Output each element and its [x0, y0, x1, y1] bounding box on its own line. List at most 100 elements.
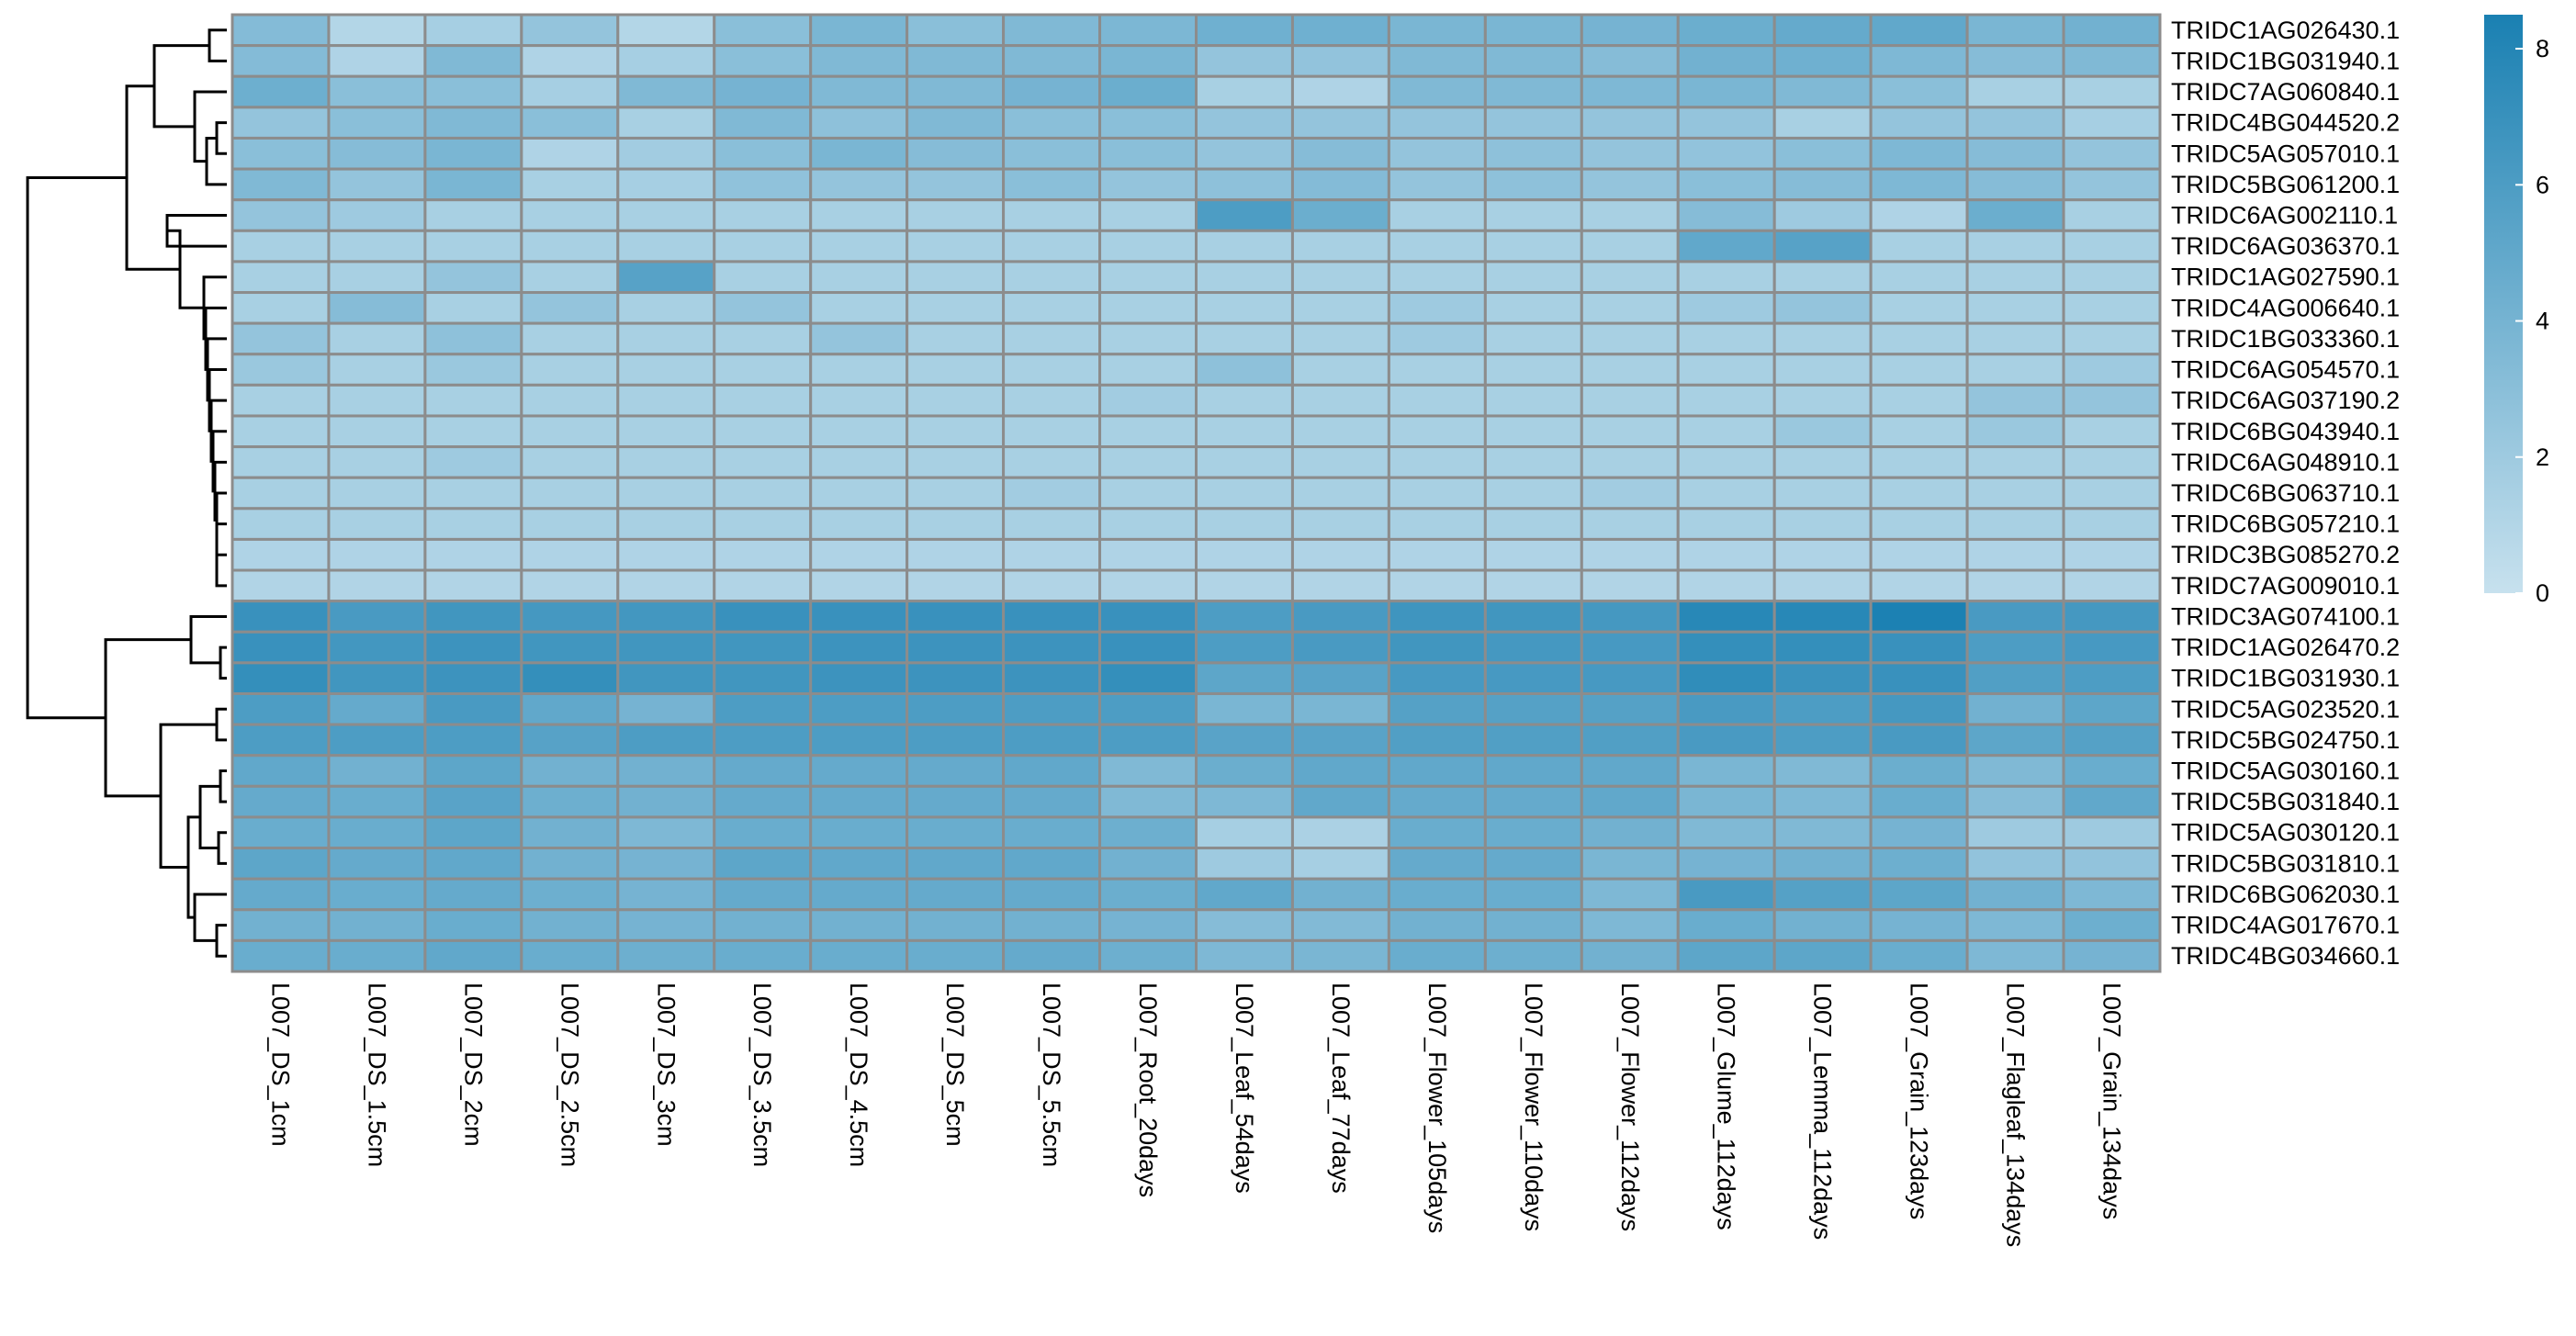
heatmap-cell [1965, 568, 2065, 603]
heatmap-cell [1772, 74, 1873, 109]
heatmap-cell [231, 44, 331, 78]
heatmap-cell [1965, 383, 2065, 418]
heatmap-cell [616, 754, 716, 788]
heatmap-cell [1580, 414, 1680, 449]
heatmap-cell [520, 847, 620, 881]
heatmap-cell [1676, 815, 1776, 850]
row-label: TRIDC1AG026430.1 [2171, 17, 2400, 44]
heatmap-cell [1869, 815, 1969, 850]
heatmap-cell [231, 537, 331, 572]
heatmap-cell [1869, 877, 1969, 912]
dendrogram-branch [215, 522, 227, 571]
heatmap-cell [2062, 106, 2162, 140]
heatmap-cell [1002, 815, 1102, 850]
heatmap-cell [1869, 13, 1969, 48]
heatmap-cell [1676, 353, 1776, 387]
column-label: L007_DS_4.5cm [845, 982, 872, 1167]
heatmap-cell [1580, 74, 1680, 109]
column-label: L007_DS_3cm [652, 982, 680, 1147]
heatmap-cell [1002, 507, 1102, 541]
heatmap-cell [1387, 260, 1487, 295]
heatmap-cell [1195, 136, 1294, 171]
heatmap-cell [423, 260, 523, 295]
heatmap-cell [1483, 291, 1583, 325]
heatmap-cell [2062, 445, 2162, 479]
column-label: L007_Flower_112days [1616, 982, 1644, 1231]
legend-tick-label: 8 [2536, 35, 2549, 62]
dendrogram-branch [219, 769, 227, 803]
heatmap-cell [423, 198, 523, 232]
heatmap-cell [616, 784, 716, 819]
heatmap-cell [1098, 44, 1198, 78]
row-label: TRIDC5AG057010.1 [2171, 140, 2400, 167]
heatmap-cell [1580, 13, 1680, 48]
heatmap-cell [1098, 661, 1198, 695]
heatmap-cell [1772, 847, 1873, 881]
heatmap-cell [2062, 630, 2162, 665]
heatmap-cell [1290, 600, 1390, 634]
heatmap-cell [327, 661, 427, 695]
heatmap-cell [1580, 784, 1680, 819]
heatmap-cell [520, 754, 620, 788]
column-label: L007_DS_5cm [941, 982, 969, 1147]
heatmap-cell [616, 908, 716, 942]
row-label: TRIDC4AG017670.1 [2171, 912, 2400, 939]
heatmap-cell [2062, 815, 2162, 850]
heatmap-cell [809, 815, 909, 850]
heatmap-cell [327, 353, 427, 387]
heatmap-cell [1965, 167, 2065, 202]
heatmap-cell [1290, 938, 1390, 973]
legend-color-bar [2484, 15, 2523, 593]
row-label: TRIDC4AG006640.1 [2171, 294, 2400, 321]
heatmap-cell [231, 815, 331, 850]
heatmap-cell [616, 353, 716, 387]
row-label: TRIDC1BG031940.1 [2171, 47, 2400, 74]
heatmap-cell [423, 383, 523, 418]
heatmap-cell [713, 229, 813, 264]
heatmap-cell [231, 13, 331, 48]
heatmap-cell [713, 106, 813, 140]
heatmap-cell [1002, 106, 1102, 140]
heatmap-cell [1676, 74, 1776, 109]
heatmap-cell [520, 877, 620, 912]
row-label: TRIDC4BG044520.2 [2171, 109, 2400, 137]
heatmap-cell [1098, 784, 1198, 819]
heatmap-cell [1965, 229, 2065, 264]
heatmap-cell [1580, 630, 1680, 665]
heatmap-cell [1965, 908, 2065, 942]
heatmap-cell [423, 136, 523, 171]
heatmap-cell [809, 353, 909, 387]
heatmap-cell [231, 383, 331, 418]
heatmap-cell [1002, 136, 1102, 171]
dendrogram-branch [215, 707, 227, 742]
heatmap-cell [906, 938, 1006, 973]
heatmap-cell [520, 383, 620, 418]
heatmap-cell [1098, 476, 1198, 511]
dendrogram-branch [217, 831, 227, 865]
heatmap-cell [1195, 414, 1294, 449]
heatmap-cell [327, 13, 427, 48]
heatmap-cell [231, 260, 331, 295]
heatmap-cell [1676, 476, 1776, 511]
heatmap-cell [1772, 661, 1873, 695]
heatmap-cell [1483, 908, 1583, 942]
heatmap-cell [1002, 754, 1102, 788]
heatmap-cell [231, 106, 331, 140]
heatmap-cell [327, 877, 427, 912]
heatmap-cell [1483, 877, 1583, 912]
heatmap-cell [1965, 507, 2065, 541]
heatmap-cell [1290, 44, 1390, 78]
heatmap-cell [1002, 537, 1102, 572]
heatmap-cell [520, 414, 620, 449]
heatmap-cell [616, 414, 716, 449]
heatmap-cell [520, 229, 620, 264]
heatmap-cell [906, 537, 1006, 572]
heatmap-cell [616, 167, 716, 202]
dendrogram-branch [193, 893, 227, 942]
row-label: TRIDC6AG054570.1 [2171, 356, 2400, 384]
heatmap-cell [520, 691, 620, 726]
heatmap-cell [1965, 784, 2065, 819]
heatmap-cell [1772, 260, 1873, 295]
heatmap-cell [1195, 630, 1294, 665]
